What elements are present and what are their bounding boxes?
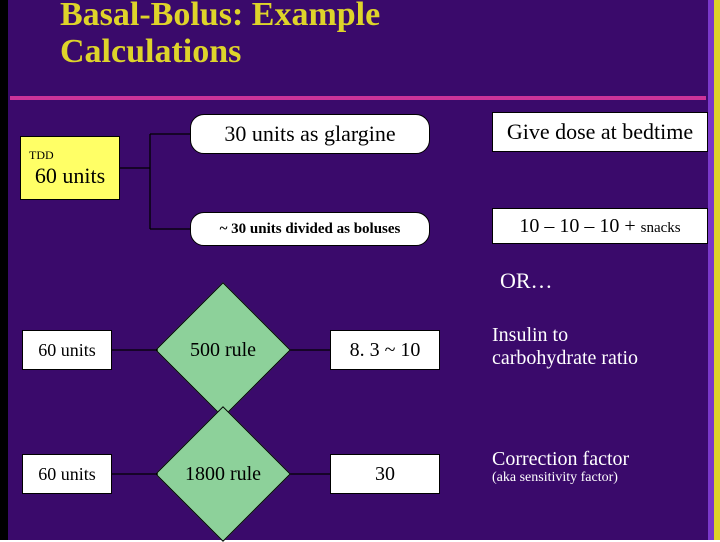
boluses-text: ~ 30 units divided as boluses — [220, 221, 401, 238]
thirty-box: 30 — [330, 454, 440, 494]
or-label: OR… — [500, 268, 553, 294]
correction-factor-label: Correction factor (aka sensitivity facto… — [492, 448, 629, 485]
cf-line1: Correction factor — [492, 448, 629, 470]
cf-line2: (aka sensitivity factor) — [492, 470, 629, 485]
thirty-text: 30 — [375, 463, 395, 486]
tdd-value: 60 units — [35, 163, 105, 189]
sixty-units-b: 60 units — [22, 454, 112, 494]
icr-line1: Insulin to — [492, 324, 568, 346]
slide-title: Basal-Bolus: Example Calculations — [60, 0, 380, 71]
boluses-box: ~ 30 units divided as boluses — [190, 212, 430, 246]
sixty-units-a: 60 units — [22, 330, 112, 370]
ten-ten-text: 10 – 10 – 10 + — [519, 215, 640, 237]
icr-line2: carbohydrate ratio — [492, 347, 638, 369]
tdd-label: TDD — [29, 148, 54, 163]
rule-1800-label: 1800 rule — [185, 463, 261, 486]
title-line1: Basal-Bolus: Example — [60, 0, 380, 33]
eight-three-box: 8. 3 ~ 10 — [330, 330, 440, 370]
rule-500-label: 500 rule — [190, 339, 256, 362]
bg-stripe-left — [0, 0, 8, 540]
glargine-box: 30 units as glargine — [190, 114, 430, 154]
eight-three-text: 8. 3 ~ 10 — [350, 339, 421, 362]
glargine-text: 30 units as glargine — [224, 121, 395, 147]
title-line2: Calculations — [60, 33, 241, 70]
icr-label: Insulin to carbohydrate ratio — [492, 324, 638, 370]
diamond-1800: 1800 rule — [158, 424, 288, 524]
give-bedtime-box: Give dose at bedtime — [492, 112, 708, 152]
title-underline — [10, 96, 706, 100]
bg-stripe-right2 — [714, 0, 720, 540]
give-bedtime-text: Give dose at bedtime — [507, 119, 693, 145]
sixty-a-text: 60 units — [38, 340, 96, 361]
ten-ten-box: 10 – 10 – 10 + snacks — [492, 208, 708, 244]
ten-ten-snacks: snacks — [641, 220, 681, 236]
sixty-b-text: 60 units — [38, 464, 96, 485]
tdd-box: TDD 60 units — [20, 136, 120, 200]
diamond-500: 500 rule — [158, 300, 288, 400]
